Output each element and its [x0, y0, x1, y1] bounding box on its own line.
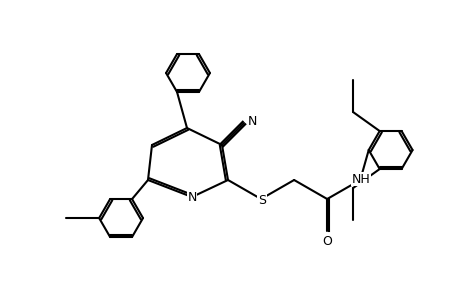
Text: N: N [248, 115, 257, 128]
Text: O: O [322, 235, 332, 248]
Text: NH: NH [352, 172, 371, 185]
Text: N: N [187, 191, 197, 204]
Text: S: S [258, 194, 266, 207]
